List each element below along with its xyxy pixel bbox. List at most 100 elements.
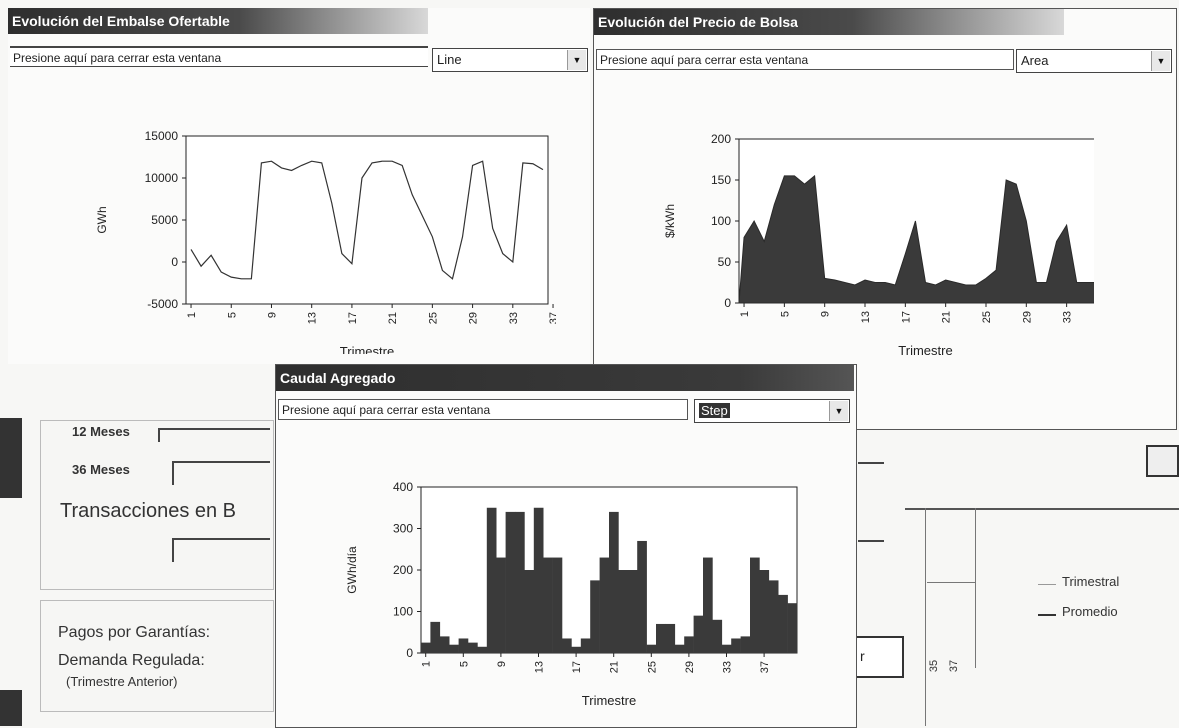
bar (759, 570, 770, 653)
field-36-meses[interactable] (172, 461, 270, 485)
bar (609, 511, 619, 653)
bar (768, 580, 779, 653)
x-axis-title: Trimestre (898, 343, 952, 358)
bar (740, 636, 751, 653)
x-tick-label: 5 (458, 661, 470, 667)
x-tick-label: 29 (1021, 311, 1033, 323)
bar (721, 644, 732, 653)
window-precio-chart-type-value: Area (1021, 53, 1049, 68)
payments-panel (40, 600, 274, 712)
window-caudal-close[interactable]: Presione aquí para cerrar esta ventana (278, 399, 688, 420)
chevron-down-icon[interactable]: ▼ (567, 50, 586, 70)
x-tick-label: 29 (684, 661, 696, 673)
bar (590, 580, 600, 653)
y-axis-title: GWh (96, 206, 109, 233)
field-12-meses[interactable] (158, 428, 270, 442)
bar (533, 507, 544, 653)
mid-tick-a (858, 462, 884, 464)
label-demanda-regulada: Demanda Regulada: (58, 652, 205, 669)
x-axis-title: Trimestre (582, 693, 636, 708)
x-tick-label: 13 (307, 312, 319, 324)
x-axis-title: Trimestre (340, 344, 394, 354)
window-caudal: Caudal Agregado Presione aquí para cerra… (275, 364, 857, 728)
x-tick-label: 1 (739, 311, 751, 317)
mid-tick-b (858, 540, 884, 542)
window-precio-chart-type[interactable]: Area ▼ (1016, 49, 1172, 73)
window-embalse-chart-type[interactable]: Line ▼ (432, 48, 588, 72)
right-column-a (925, 508, 926, 726)
x-tick-label: 9 (266, 312, 278, 318)
window-embalse-title[interactable]: Evolución del Embalse Ofertable (8, 8, 428, 34)
chart-precio: 20015010050015913172125293337Trimestre$/… (663, 132, 1094, 358)
legend-line-trimestral (1038, 584, 1056, 585)
bar (674, 644, 685, 653)
bar (505, 511, 516, 653)
label-12-meses: 12 Meses (72, 424, 130, 439)
bar (684, 636, 694, 653)
series-area (738, 174, 1094, 304)
label-trimestre-anterior: (Trimestre Anterior) (66, 674, 178, 689)
legend-line-promedio (1038, 614, 1056, 616)
bar (637, 540, 647, 653)
window-precio-title[interactable]: Evolución del Precio de Bolsa (594, 9, 1064, 35)
bar (515, 511, 525, 653)
x-tick-label: 17 (347, 312, 359, 324)
label-pagos-garantias: Pagos por Garantías: (58, 624, 211, 641)
bar (562, 638, 572, 653)
bar (656, 623, 666, 653)
y-tick-label: 5000 (151, 213, 178, 227)
window-precio: Evolución del Precio de Bolsa Presione a… (593, 8, 1177, 430)
bar (552, 557, 563, 653)
bar (458, 638, 469, 653)
y-tick-label: 15000 (145, 129, 179, 143)
window-precio-close[interactable]: Presione aquí para cerrar esta ventana (596, 49, 1014, 70)
x-tick-label: 5 (779, 311, 791, 317)
y-tick-label: 10000 (145, 171, 179, 185)
chevron-down-icon[interactable]: ▼ (829, 401, 848, 421)
x-tick-label: 1 (186, 312, 198, 318)
x-tick-label: 17 (900, 311, 912, 323)
y-tick-label: 200 (711, 132, 731, 146)
axis-label-37: 37 (948, 659, 961, 673)
x-tick-label: 29 (468, 312, 480, 324)
chevron-down-icon[interactable]: ▼ (1151, 51, 1170, 71)
x-tick-label: 21 (387, 312, 399, 324)
chart-embalse: 15000 10000 5000 0 -5000 1 5 9 13 17 21 25 29 33 37 Tri… (96, 129, 556, 354)
window-embalse: Evolución del Embalse Ofertable Presione… (8, 8, 590, 364)
bar (599, 557, 610, 653)
bar (477, 646, 488, 653)
y-tick-label: 0 (724, 296, 731, 310)
window-embalse-close[interactable]: Presione aquí para cerrar esta ventana (10, 46, 428, 67)
x-tick-label: 25 (981, 311, 993, 323)
bar (618, 570, 629, 653)
bar (421, 642, 431, 653)
window-caudal-chart-type[interactable]: Step ▼ (694, 399, 850, 423)
y-tick-label: 0 (406, 646, 413, 660)
right-divider (905, 508, 1179, 510)
window-embalse-chart-type-value: Line (437, 52, 462, 67)
corner-button[interactable] (1146, 445, 1179, 477)
bar (627, 570, 638, 653)
x-tick-label: 21 (609, 661, 621, 673)
x-tick-label: 37 (548, 312, 556, 324)
bar (712, 619, 723, 653)
label-transacciones: Transacciones en B (60, 500, 237, 522)
bar (439, 636, 450, 653)
x-tick-label: 13 (534, 661, 546, 673)
y-tick-label: -5000 (147, 297, 178, 311)
x-tick-label: 37 (759, 661, 771, 673)
bar (665, 623, 676, 653)
window-caudal-title[interactable]: Caudal Agregado (276, 365, 854, 391)
window-caudal-chart-type-value: Step (699, 403, 730, 418)
y-axis-title: $/kWh (663, 204, 677, 238)
bar (486, 507, 497, 653)
bar (778, 594, 788, 653)
bar (787, 603, 798, 653)
partial-button-label: r (860, 648, 865, 664)
field-transacciones[interactable] (172, 538, 270, 562)
bar (571, 646, 582, 653)
x-tick-label: 25 (646, 661, 658, 673)
right-column-mid (927, 582, 975, 583)
legend-trimestral: Trimestral (1062, 574, 1120, 589)
left-edge-tab-bottom (0, 690, 22, 726)
